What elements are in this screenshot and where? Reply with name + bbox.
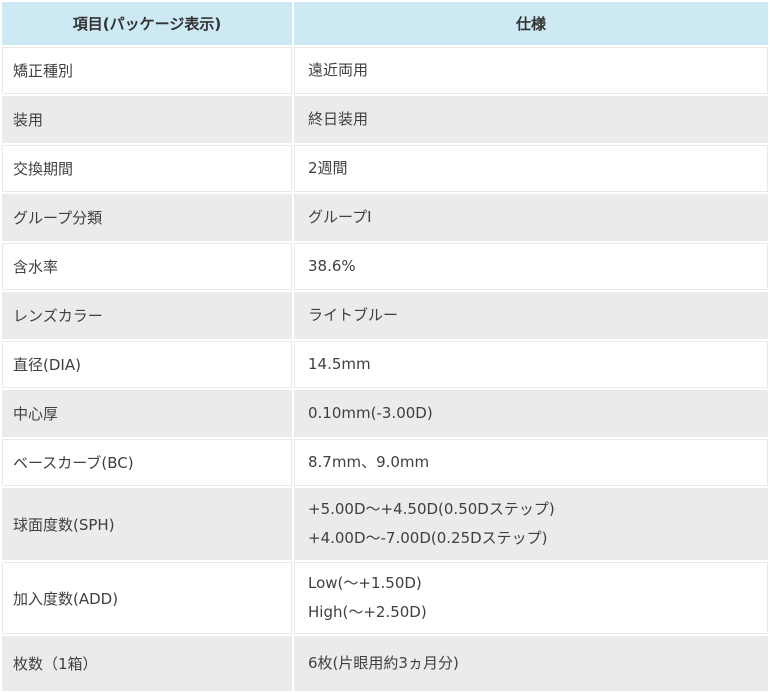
table-row: グループ分類 グループI: [2, 194, 768, 241]
spec-cell: 遠近両用: [294, 47, 768, 94]
spec-cell: Low(～+1.50D) High(～+2.50D): [294, 562, 768, 634]
table-row: 中心厚 0.10mm(-3.00D): [2, 390, 768, 437]
spec-line: +5.00D～+4.50D(0.50Dステップ): [308, 500, 555, 518]
item-cell: ベースカーブ(BC): [2, 439, 292, 486]
header-row: 項目(パッケージ表示) 仕様: [2, 2, 768, 45]
item-cell: 枚数（1箱）: [2, 636, 292, 691]
col-header-item: 項目(パッケージ表示): [2, 2, 292, 45]
col-header-spec: 仕様: [294, 2, 768, 45]
spec-cell: 38.6%: [294, 243, 768, 290]
spec-line: 終日装用: [308, 110, 369, 128]
spec-cell: 0.10mm(-3.00D): [294, 390, 768, 437]
spec-line: 遠近両用: [308, 61, 369, 79]
item-cell: 球面度数(SPH): [2, 488, 292, 560]
table-row: 直径(DIA) 14.5mm: [2, 341, 768, 388]
table-row: レンズカラー ライトブルー: [2, 292, 768, 339]
spec-table-body: 矯正種別 遠近両用 装用 終日装用 交換期間 2週間 グループ分類 グループI 含水率 38.6%…: [2, 47, 768, 691]
item-cell: 装用: [2, 96, 292, 143]
spec-cell: 14.5mm: [294, 341, 768, 388]
spec-cell: +5.00D～+4.50D(0.50Dステップ) +4.00D～-7.00D(0.…: [294, 488, 768, 560]
item-cell: グループ分類: [2, 194, 292, 241]
table-row: 含水率 38.6%: [2, 243, 768, 290]
spec-line: Low(～+1.50D): [308, 574, 422, 592]
spec-line: グループI: [308, 208, 372, 226]
item-cell: 交換期間: [2, 145, 292, 192]
spec-line: 8.7mm、9.0mm: [308, 453, 430, 471]
spec-line: 38.6%: [308, 257, 356, 275]
item-cell: 加入度数(ADD): [2, 562, 292, 634]
spec-cell: 6枚(片眼用約3ヵ月分): [294, 636, 768, 691]
table-row: 加入度数(ADD) Low(～+1.50D) High(～+2.50D): [2, 562, 768, 634]
spec-cell: 8.7mm、9.0mm: [294, 439, 768, 486]
spec-line: 2週間: [308, 159, 348, 177]
table-row: 交換期間 2週間: [2, 145, 768, 192]
spec-line: 0.10mm(-3.00D): [308, 404, 433, 422]
spec-cell: 終日装用: [294, 96, 768, 143]
item-cell: 矯正種別: [2, 47, 292, 94]
table-row: 装用 終日装用: [2, 96, 768, 143]
spec-cell: ライトブルー: [294, 292, 768, 339]
table-row: 球面度数(SPH) +5.00D～+4.50D(0.50Dステップ) +4.00D～…: [2, 488, 768, 560]
spec-line: +4.00D～-7.00D(0.25Dステップ): [308, 529, 548, 547]
table-row: 枚数（1箱） 6枚(片眼用約3ヵ月分): [2, 636, 768, 691]
spec-line: ライトブルー: [308, 306, 399, 324]
spec-line: 14.5mm: [308, 355, 371, 373]
item-cell: 中心厚: [2, 390, 292, 437]
spec-cell: グループI: [294, 194, 768, 241]
table-row: ベースカーブ(BC) 8.7mm、9.0mm: [2, 439, 768, 486]
spec-line: High(～+2.50D): [308, 603, 427, 621]
spec-cell: 2週間: [294, 145, 768, 192]
spec-line: 6枚(片眼用約3ヵ月分): [308, 654, 459, 672]
item-cell: 直径(DIA): [2, 341, 292, 388]
table-row: 矯正種別 遠近両用: [2, 47, 768, 94]
item-cell: レンズカラー: [2, 292, 292, 339]
item-cell: 含水率: [2, 243, 292, 290]
spec-table-header: 項目(パッケージ表示) 仕様: [2, 2, 768, 45]
